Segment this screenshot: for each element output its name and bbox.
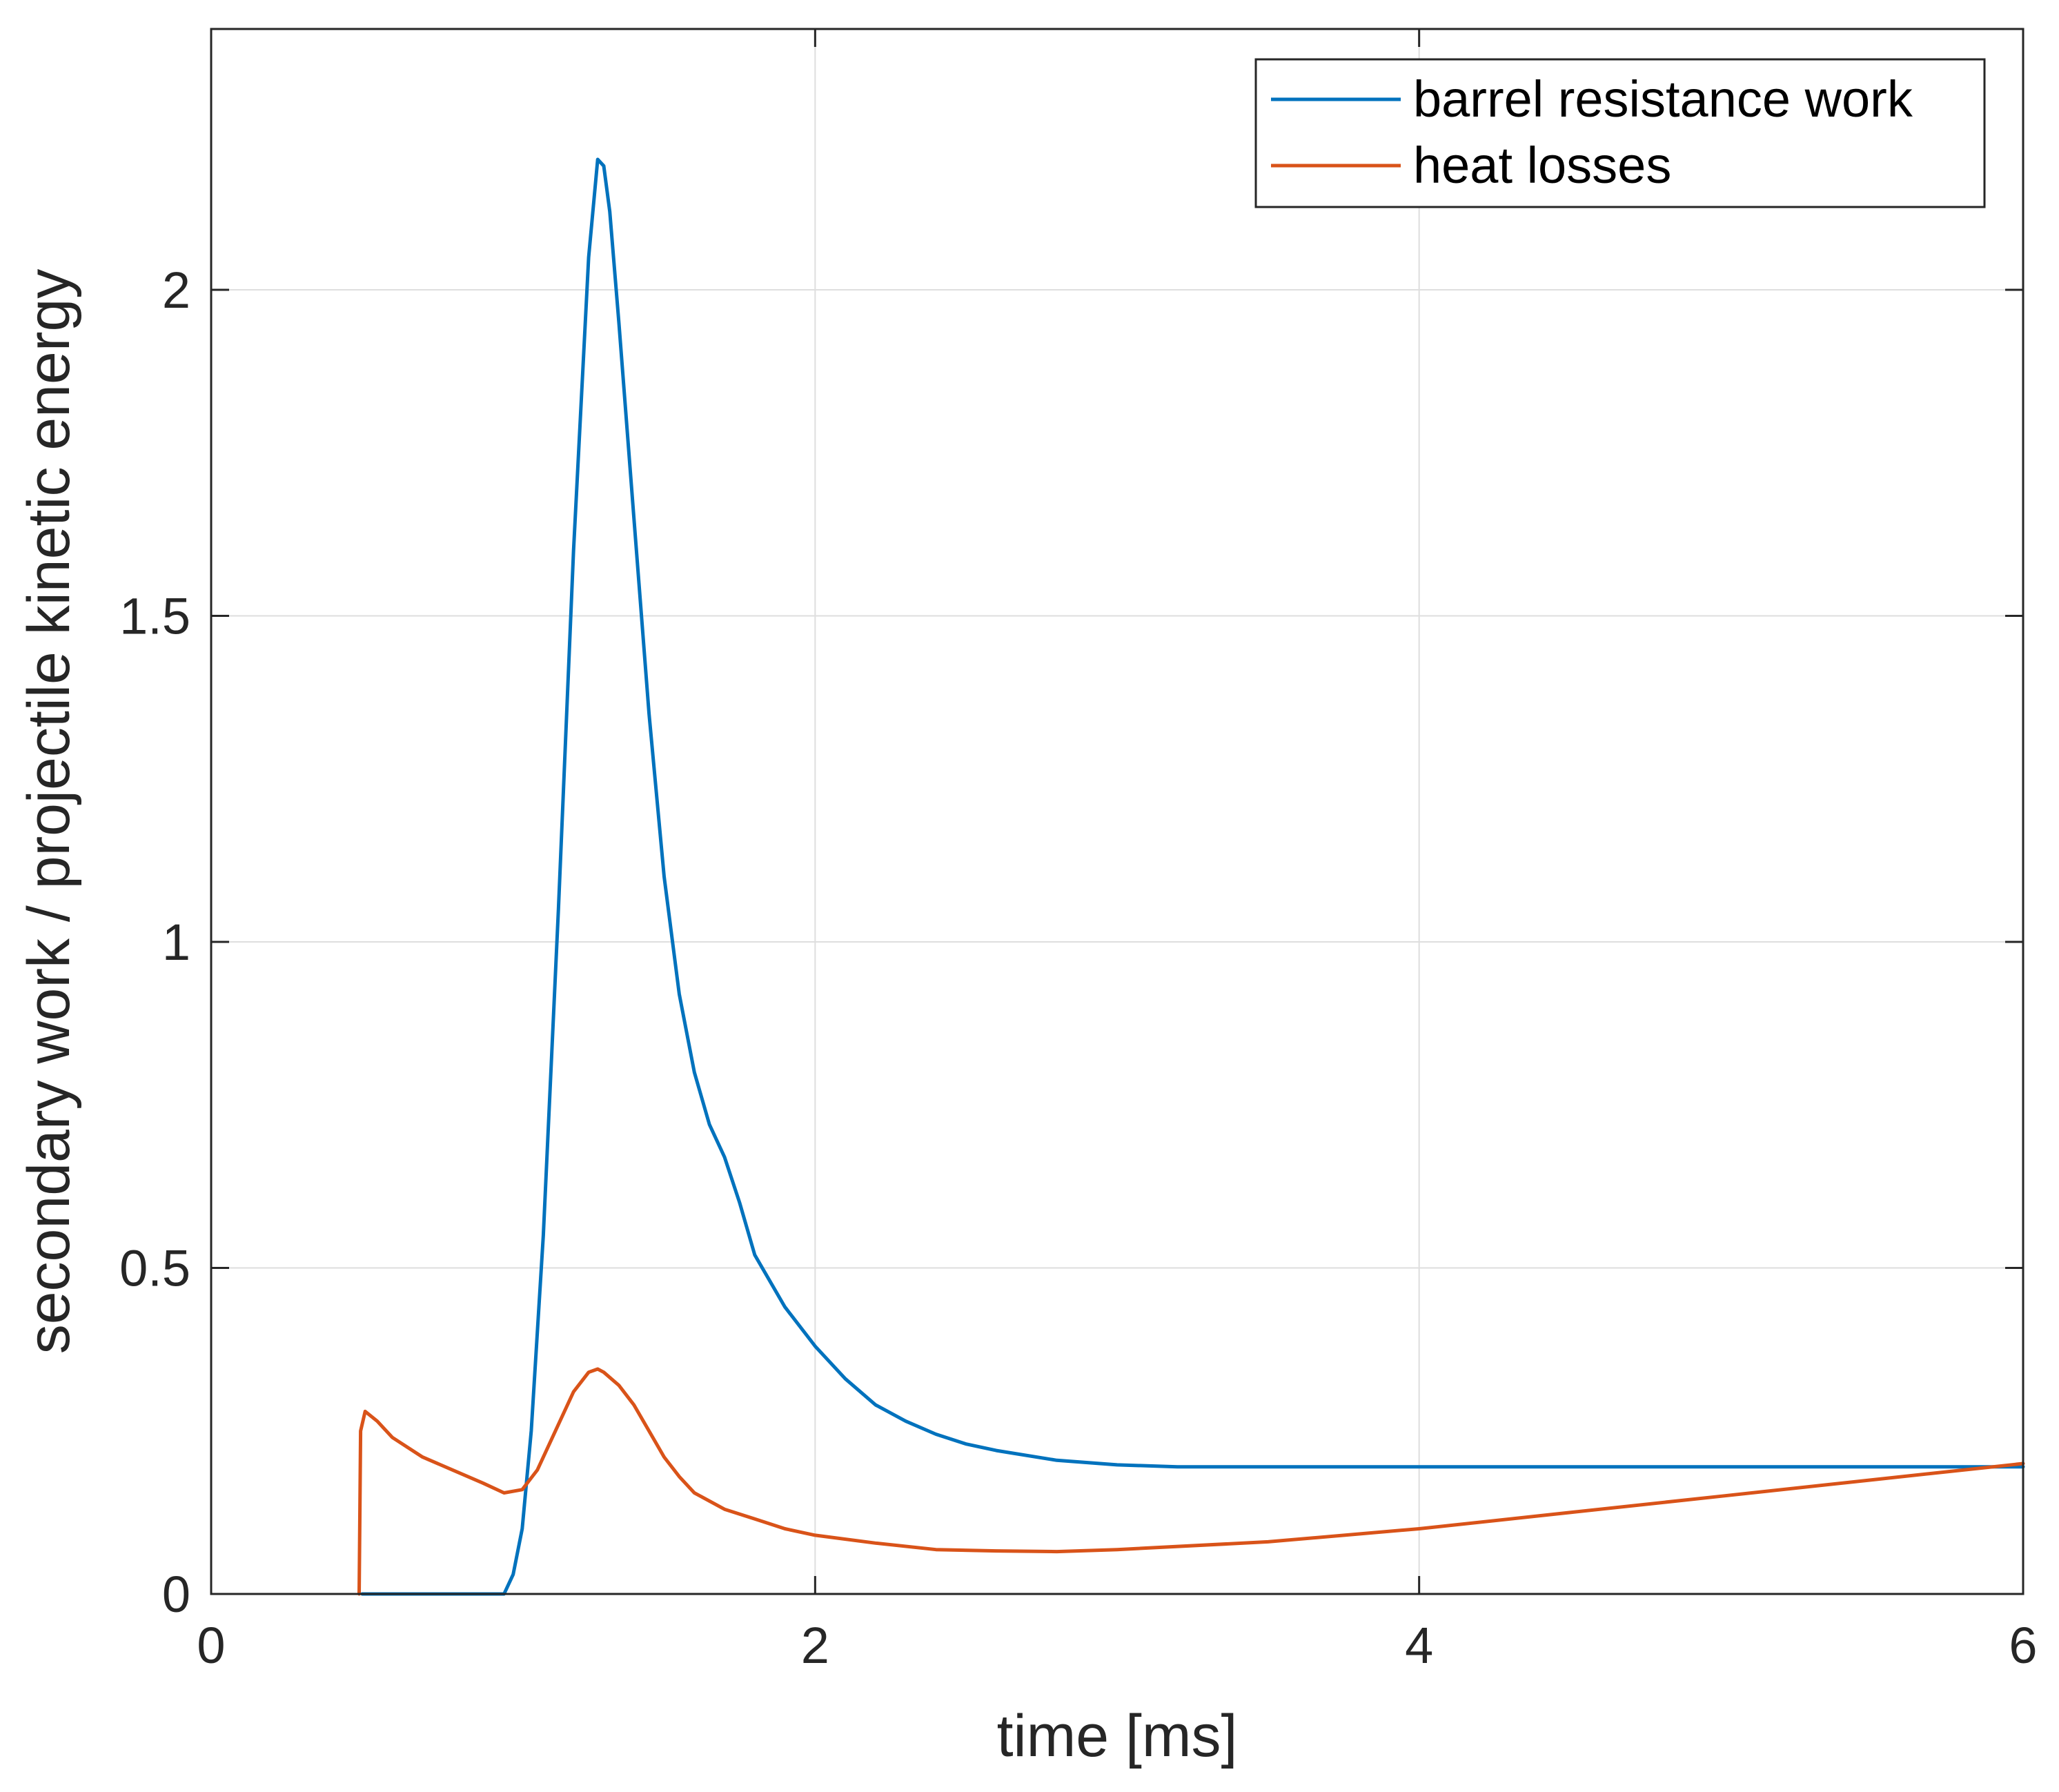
y-tick-label: 0.5 bbox=[119, 1240, 190, 1297]
grid bbox=[211, 29, 2023, 1594]
legend-label-heat-losses: heat losses bbox=[1413, 137, 1671, 194]
y-axis-title: secondary work / projectile kinetic ener… bbox=[16, 269, 82, 1355]
series-line-barrel-resistance-work bbox=[360, 157, 2025, 1596]
y-tick-label: 1.5 bbox=[119, 588, 190, 645]
x-axis-title: time [ms] bbox=[997, 1703, 1238, 1769]
series-layer bbox=[357, 157, 2025, 1596]
axes: 0 2 4 6 0 0.5 1 1.5 2 bbox=[119, 29, 2038, 1674]
x-tick-label: 4 bbox=[1405, 1617, 1433, 1674]
legend: barrel resistance work heat losses bbox=[1254, 58, 1986, 208]
y-tick-label: 0 bbox=[162, 1566, 190, 1623]
plot-area-border bbox=[210, 28, 2024, 1595]
legend-box bbox=[1254, 58, 1986, 208]
x-tick-label: 6 bbox=[2009, 1617, 2037, 1674]
legend-label-barrel-resistance-work: barrel resistance work bbox=[1413, 70, 1913, 128]
x-tick-label: 2 bbox=[801, 1617, 829, 1674]
y-tick-label: 1 bbox=[162, 914, 190, 971]
y-tick-label: 2 bbox=[162, 262, 190, 319]
x-tick-label: 0 bbox=[197, 1617, 225, 1674]
series-line-heat-losses bbox=[357, 1367, 2025, 1596]
